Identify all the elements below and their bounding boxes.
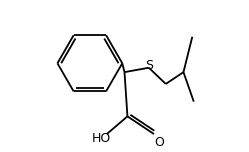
Text: HO: HO [92,132,111,145]
Text: O: O [154,136,164,149]
Text: S: S [145,59,153,72]
